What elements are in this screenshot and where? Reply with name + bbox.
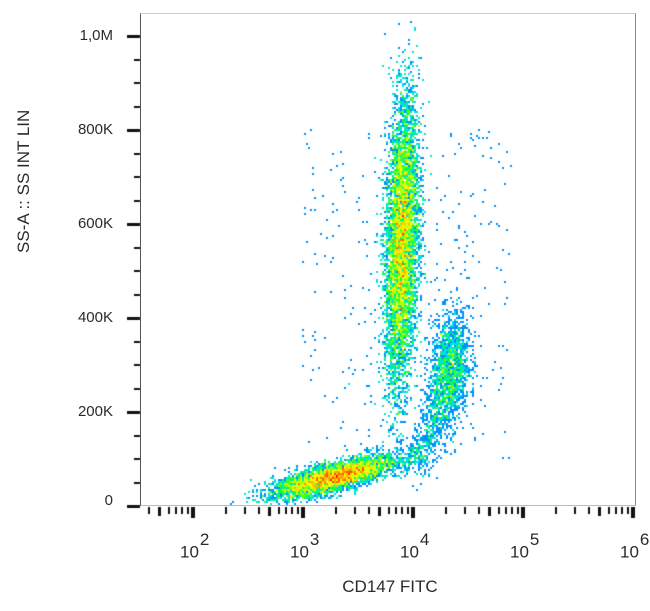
x-axis-title: CD147 FITC [342, 577, 438, 596]
x-tick-label: 102 [180, 530, 210, 562]
y-tick-label: 600K [77, 215, 113, 232]
y-tick-label: 0 [104, 492, 113, 509]
y-tick-label: 800K [77, 121, 113, 138]
y-tick-label: 400K [77, 309, 113, 326]
y-tick-label: 1,0M [79, 27, 113, 44]
x-tick-label: 104 [400, 530, 430, 562]
y-axis-title: SS-A :: SS INT LIN [14, 109, 33, 253]
x-tick-label: 105 [510, 530, 540, 562]
y-tick-label: 200K [77, 403, 113, 420]
x-tick-label: 103 [290, 530, 320, 562]
x-tick-label: 106 [620, 530, 650, 562]
